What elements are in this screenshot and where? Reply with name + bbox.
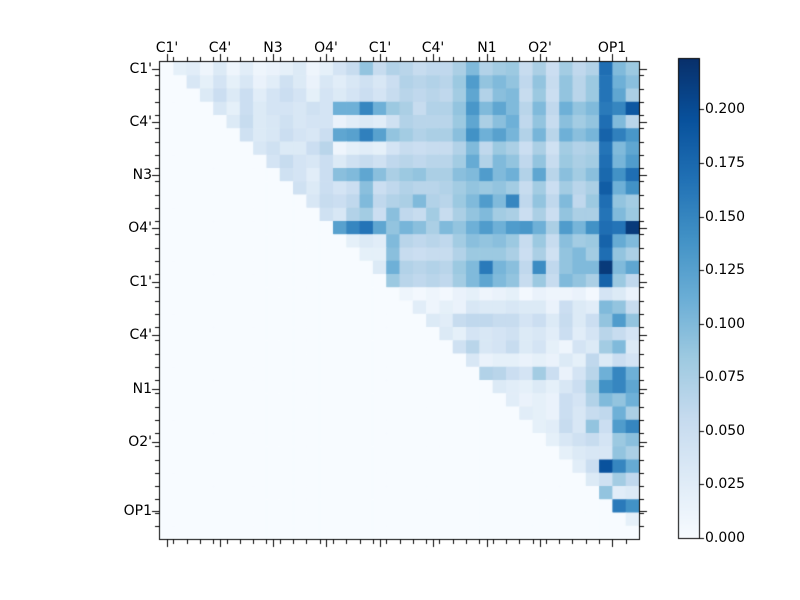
colorbar-tick-label: 0.175 [705,154,746,171]
y-tick-label: C4' [129,327,152,343]
x-tick-label: O4' [314,40,338,56]
x-tick-label: N1 [477,40,497,56]
y-tick-label: N1 [132,381,152,397]
x-tick-label: OP1 [597,40,627,56]
y-tick-label: O2' [128,434,152,450]
x-tick-label: O2' [528,40,552,56]
colorbar-tick-label: 0.150 [705,208,746,225]
colorbar-tick-label: 0.125 [705,262,746,279]
x-tick-label: C1' [155,40,179,56]
y-tick-label: N3 [132,167,152,183]
y-tick-label: C1' [129,274,152,290]
colorbar-tick-label: 0.025 [705,476,746,493]
x-tick-label: N3 [263,40,283,56]
y-tick-label: C1' [129,61,152,77]
colorbar-tick-label: 0.000 [705,530,746,546]
colorbar-tick-label: 0.050 [705,422,746,439]
y-tick-label: C4' [129,114,152,130]
y-tick-label: O4' [128,220,152,236]
colorbar-tick-label: 0.200 [705,101,746,118]
colorbar-tick-label: 0.075 [705,369,746,386]
y-tick-label: OP1 [123,503,152,519]
x-tick-label: C4' [208,40,232,56]
x-tick-label: C4' [421,40,445,56]
colorbar-tick-label: 0.100 [705,315,746,332]
x-tick-label: C1' [368,40,392,56]
